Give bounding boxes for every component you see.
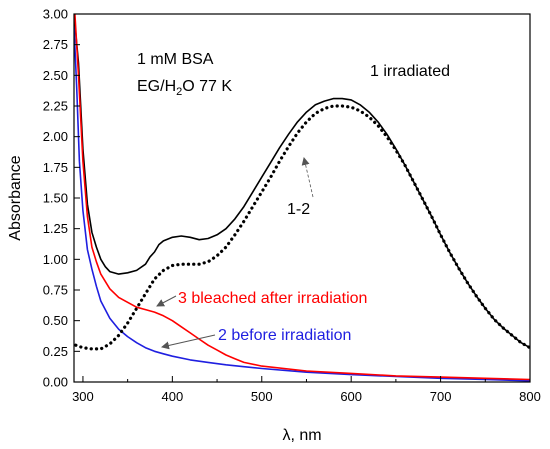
x-axis: 300 400 500 600 700 800	[72, 376, 541, 404]
y-tick-label: 2.75	[43, 37, 68, 52]
annotation-sample-line2-sub: 2	[176, 86, 182, 98]
x-axis-symbol: λ	[282, 427, 290, 444]
y-tick-label: 2.00	[43, 129, 68, 144]
y-tick-label: 1.25	[43, 221, 68, 236]
annotation-sample-line1: 1 mM BSA	[137, 51, 214, 68]
arrow-curve3-label	[156, 295, 177, 307]
x-axis-title: λ, nm	[282, 427, 321, 444]
y-tick-label: 0.50	[43, 313, 68, 328]
y-axis: 0.00 0.25 0.50 0.75 1.00 1.25 1.50 1.75 2.00 2.25…	[43, 7, 80, 390]
x-axis-unit: , nm	[290, 427, 321, 444]
y-axis-title: Absorbance	[7, 155, 24, 240]
y-tick-label: 2.25	[43, 99, 68, 114]
y-tick-label: 0.75	[43, 283, 68, 298]
x-tick-label: 700	[430, 389, 452, 404]
y-tick-label: 2.50	[43, 68, 68, 83]
y-tick-label: 3.00	[43, 7, 68, 22]
x-tick-label: 300	[72, 389, 94, 404]
annotation-curve1: 1 irradiated	[370, 63, 450, 80]
annotation-sample-line2-pre: EG/H	[137, 78, 176, 95]
annotation-curve2: 2 before irradiation	[218, 327, 351, 344]
series-line-1	[74, 26, 530, 382]
series-layer	[74, 14, 530, 382]
annotation-sample-line2: EG/H2O 77 K	[137, 78, 232, 98]
x-tick-label: 600	[340, 389, 362, 404]
arrow-curve2-label	[161, 334, 216, 350]
annotation-diff: 1-2	[287, 201, 310, 218]
annotation-curve3: 3 bleached after irradiation	[178, 290, 367, 307]
series-line-2	[74, 14, 530, 381]
x-tick-label: 400	[162, 389, 184, 404]
series-line-3	[74, 104, 530, 351]
annotation-sample-line2-post: O 77 K	[182, 78, 232, 95]
x-tick-label: 500	[251, 389, 273, 404]
y-tick-label: 0.25	[43, 344, 68, 359]
x-tick-label: 800	[519, 389, 541, 404]
y-tick-label: 1.75	[43, 160, 68, 175]
arrow-diff-label	[301, 157, 314, 198]
y-tick-label: 1.50	[43, 191, 68, 206]
series-line-0	[74, 14, 530, 349]
y-tick-label: 0.00	[43, 375, 68, 390]
y-tick-label: 1.00	[43, 252, 68, 267]
